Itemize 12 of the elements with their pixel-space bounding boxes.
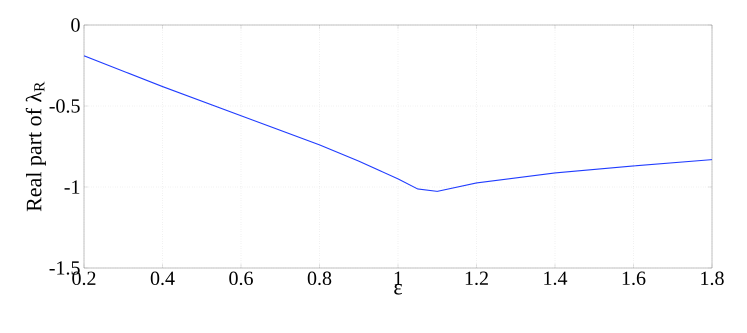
y-tick-label: 0: [71, 18, 80, 32]
x-tick-label: 0.4: [150, 272, 175, 286]
x-tick-label: 1.2: [466, 272, 488, 286]
y-tick-label: -0.5: [50, 99, 80, 113]
x-tick-label: 0.8: [308, 272, 332, 286]
x-tick-label: 1.6: [622, 272, 646, 286]
x-tick-label: 1.8: [701, 272, 724, 286]
y-tick-label: -1: [64, 180, 80, 194]
x-tick-label: 1.4: [544, 272, 568, 286]
x-tick-label: 0.6: [229, 272, 253, 286]
x-axis-title: ε: [394, 284, 402, 295]
y-axis-title: Real part of λ$_{R}$: [26, 82, 46, 212]
